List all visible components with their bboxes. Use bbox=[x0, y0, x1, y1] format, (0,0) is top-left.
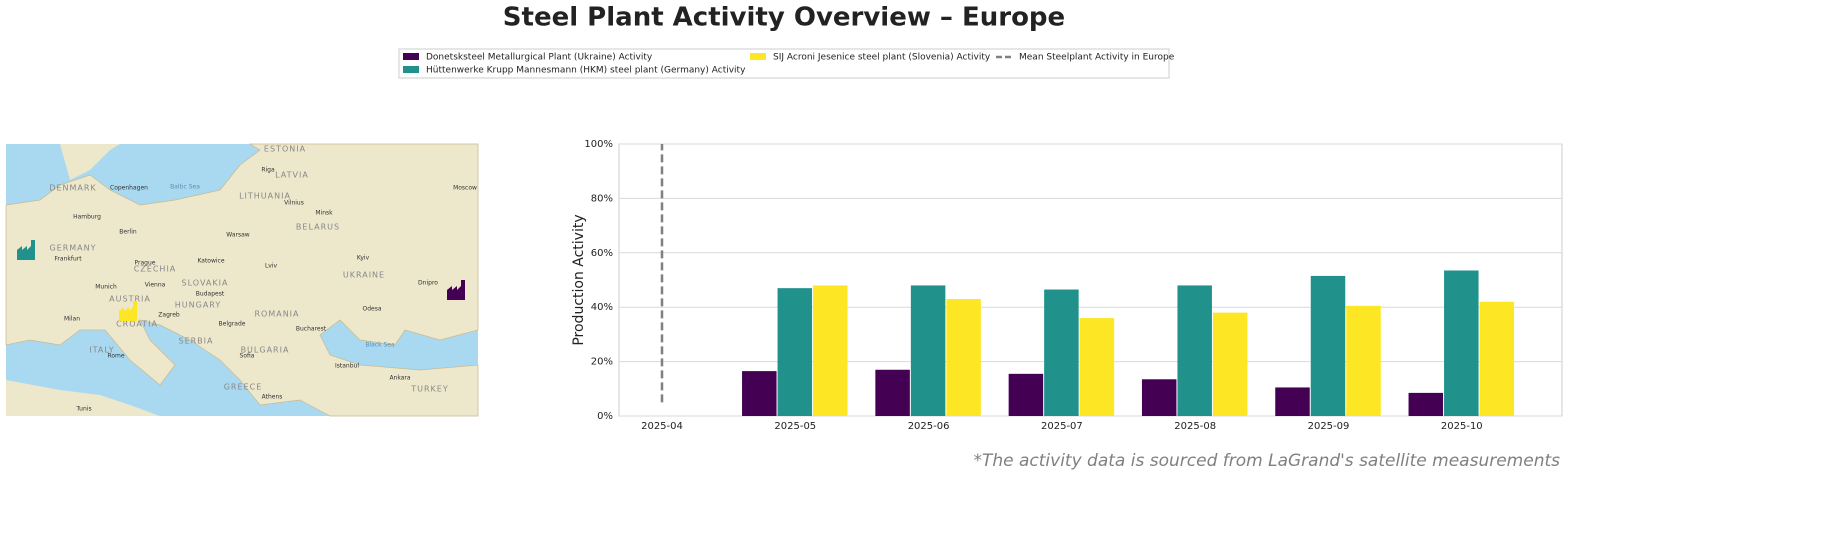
map-label: Moscow bbox=[453, 185, 477, 192]
map-label: Istanbul bbox=[335, 363, 359, 370]
x-tick-label: 2025-06 bbox=[908, 421, 950, 432]
map-label: Odesa bbox=[362, 306, 381, 313]
map-label: TURKEY bbox=[410, 385, 449, 394]
y-axis-label: Production Activity bbox=[571, 214, 587, 345]
legend-swatch bbox=[403, 53, 419, 60]
bar bbox=[1008, 373, 1044, 416]
land-africa bbox=[6, 380, 160, 416]
map-label: Sofia bbox=[240, 353, 255, 360]
bar bbox=[1479, 301, 1515, 416]
map-label: LATVIA bbox=[275, 171, 309, 180]
map-label: CROATIA bbox=[116, 320, 158, 329]
x-tick-label: 2025-07 bbox=[1041, 421, 1083, 432]
map-label: Hamburg bbox=[73, 214, 101, 221]
plant-icon bbox=[17, 240, 35, 260]
map-label: Ankara bbox=[389, 375, 410, 382]
map-label: Prague bbox=[135, 260, 156, 267]
x-tick-label: 2025-04 bbox=[641, 421, 683, 432]
map-label: ROMANIA bbox=[254, 310, 299, 319]
bar bbox=[910, 285, 946, 416]
bar bbox=[1444, 270, 1479, 416]
bar bbox=[777, 288, 813, 416]
map-label: Vilnius bbox=[284, 200, 304, 207]
x-tick-label: 2025-08 bbox=[1174, 421, 1216, 432]
map-label: Rome bbox=[107, 353, 124, 360]
x-tick-label: 2025-05 bbox=[774, 421, 816, 432]
map-label: Baltic Sea bbox=[170, 184, 200, 191]
legend-label: Hüttenwerke Krupp Mannesmann (HKM) steel… bbox=[426, 66, 746, 76]
legend-label: Mean Steelplant Activity in Europe bbox=[1019, 53, 1175, 63]
legend-label: SIJ Acroni Jesenice steel plant (Sloveni… bbox=[773, 53, 991, 63]
legend-swatch bbox=[403, 66, 419, 73]
legend-label: Donetsksteel Metallurgical Plant (Ukrain… bbox=[426, 53, 653, 63]
bar bbox=[1177, 285, 1212, 416]
map-label: BELARUS bbox=[296, 223, 340, 232]
map-label: Zagreb bbox=[158, 312, 180, 319]
map-label: DENMARK bbox=[49, 184, 96, 193]
map-label: Minsk bbox=[315, 210, 333, 217]
y-tick-label: 20% bbox=[591, 357, 613, 368]
map-label: GREECE bbox=[224, 383, 263, 392]
map-label: BULGARIA bbox=[241, 346, 290, 355]
map-label: SLOVAKIA bbox=[182, 279, 229, 288]
map-label: Bucharest bbox=[296, 326, 327, 333]
bar bbox=[1408, 392, 1444, 416]
map-label: Black Sea bbox=[365, 342, 395, 349]
map-label: UKRAINE bbox=[343, 271, 385, 280]
land-scandinavia bbox=[60, 144, 120, 180]
map-label: Athens bbox=[262, 394, 283, 401]
bar bbox=[1275, 387, 1310, 416]
bar bbox=[742, 371, 777, 416]
land bbox=[5, 143, 479, 417]
bar bbox=[1346, 305, 1381, 416]
bar bbox=[1310, 275, 1346, 416]
map-label: Budapest bbox=[196, 291, 225, 298]
y-tick-label: 0% bbox=[597, 411, 613, 422]
map-label: ESTONIA bbox=[264, 145, 306, 154]
footnote: *The activity data is sourced from LaGra… bbox=[973, 451, 1560, 471]
map-label: SERBIA bbox=[178, 337, 213, 346]
map-label: Munich bbox=[95, 284, 117, 291]
bar bbox=[946, 299, 981, 416]
bar bbox=[1079, 318, 1115, 416]
title: Steel Plant Activity Overview – Europe bbox=[503, 3, 1065, 33]
map-label: Copenhagen bbox=[110, 185, 148, 192]
bar bbox=[813, 285, 848, 416]
x-tick-label: 2025-10 bbox=[1441, 421, 1483, 432]
x-tick-label: 2025-09 bbox=[1308, 421, 1350, 432]
map-label: Tunis bbox=[75, 406, 91, 413]
map-label: Belgrade bbox=[219, 321, 246, 328]
bar bbox=[1212, 312, 1248, 416]
map-label: Frankfurt bbox=[54, 256, 82, 263]
legend-box bbox=[398, 48, 1170, 79]
legend-swatch bbox=[750, 53, 766, 60]
plant-icon bbox=[447, 280, 465, 300]
map-label: GERMANY bbox=[49, 244, 96, 253]
map-label: Katowice bbox=[197, 258, 224, 265]
map-label: CZECHIA bbox=[134, 265, 177, 274]
map-label: Warsaw bbox=[226, 232, 249, 239]
map-label: Milan bbox=[64, 316, 80, 323]
map-label: Vienna bbox=[145, 282, 166, 289]
map bbox=[5, 143, 479, 417]
map-label: Lviv bbox=[265, 263, 278, 270]
map-label: HUNGARY bbox=[175, 301, 221, 310]
map-label: LITHUANIA bbox=[239, 192, 291, 201]
bar bbox=[875, 369, 910, 416]
y-tick-label: 80% bbox=[591, 193, 613, 204]
y-tick-label: 100% bbox=[584, 139, 613, 150]
bar bbox=[1141, 379, 1177, 416]
map-label: ITALY bbox=[89, 346, 114, 355]
map-label: Kyiv bbox=[357, 255, 370, 262]
y-tick-label: 60% bbox=[591, 248, 613, 259]
map-label: Dnipro bbox=[418, 280, 438, 287]
map-label: Riga bbox=[261, 167, 275, 174]
plant-icon bbox=[119, 301, 137, 321]
map-label: AUSTRIA bbox=[109, 295, 151, 304]
map-label: Berlin bbox=[119, 229, 137, 236]
bar bbox=[1044, 289, 1079, 416]
y-tick-label: 40% bbox=[591, 302, 613, 313]
